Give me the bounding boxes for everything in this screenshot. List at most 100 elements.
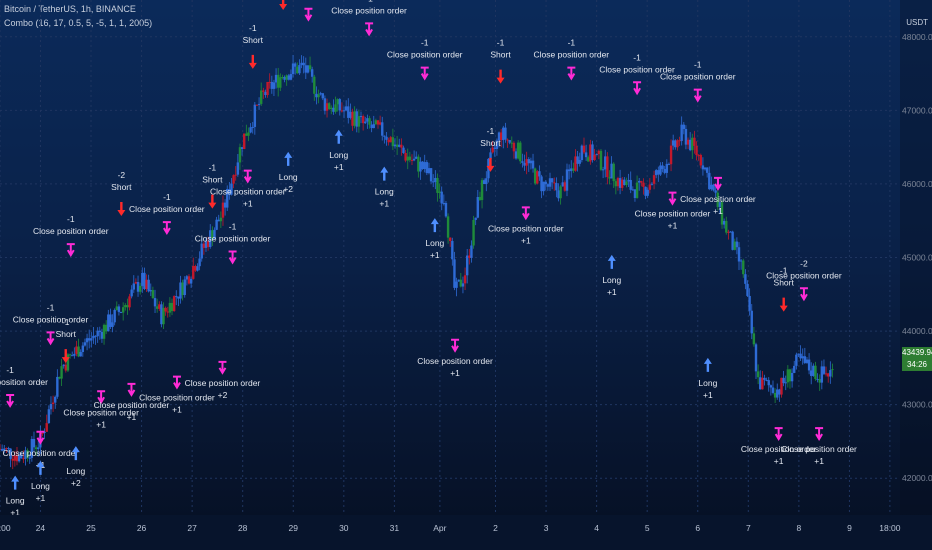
- candle-body: [71, 355, 74, 357]
- candle-body: [376, 120, 380, 125]
- indicator-legend[interactable]: Combo (16, 17, 0.5, 5, -5, 1, 1, 2005): [4, 18, 153, 28]
- trade-label: Close position order: [63, 407, 139, 417]
- candle-body: [799, 353, 802, 359]
- candle-body: [638, 180, 641, 183]
- trade-qty-label: +1: [450, 368, 460, 378]
- candle-body: [0, 448, 4, 451]
- short-arrow-icon: [61, 349, 70, 364]
- trade-qty-label: +1: [703, 390, 713, 400]
- close-position-icon: [451, 338, 460, 353]
- trade-label: Long: [375, 187, 394, 197]
- trade-qty-label: +1: [668, 221, 678, 231]
- candle-body: [731, 231, 734, 250]
- candle-body: [822, 366, 826, 374]
- candle-body: [786, 369, 790, 383]
- candle-body: [512, 142, 516, 152]
- candle-body: [66, 354, 70, 371]
- trade-qty-label: -1: [67, 214, 75, 224]
- candle-body: [272, 82, 276, 89]
- trade-qty-label: +1: [774, 456, 784, 466]
- candle-body: [667, 163, 671, 165]
- candle-body: [722, 220, 726, 225]
- x-tick-label: 2: [493, 523, 498, 533]
- trade-label: Short: [243, 35, 264, 45]
- trade-qty-label: -1: [487, 126, 495, 136]
- candle-body: [330, 107, 333, 109]
- x-tick-label: 8: [797, 523, 802, 533]
- candle-body: [771, 387, 775, 393]
- trade-qty-label: -1: [365, 0, 373, 3]
- candle-body: [523, 162, 526, 166]
- candle-body: [85, 338, 89, 343]
- close-position-icon: [365, 22, 374, 37]
- candle-body: [56, 376, 59, 397]
- candle-body: [640, 180, 643, 183]
- candle-body: [718, 202, 722, 207]
- short-arrow-icon: [248, 54, 257, 69]
- x-tick-label: 31: [390, 523, 400, 533]
- candle-body: [79, 352, 82, 357]
- candle-body: [221, 202, 225, 218]
- candle-body: [419, 161, 422, 172]
- candle-body: [733, 241, 736, 250]
- candle-body: [750, 310, 753, 334]
- candle-body: [378, 122, 382, 125]
- trade-label: Close position order: [741, 444, 817, 454]
- candle-body: [196, 266, 199, 271]
- time-axis[interactable]: 26:00 24 25 26 27 28 29 30 31 Apr 2 3 4 5 6 7 8 9 18:00: [0, 515, 932, 550]
- candle-body: [631, 189, 635, 191]
- last-price-badge: 43439.94 34:26: [902, 347, 932, 371]
- trade-qty-label: -1: [497, 38, 505, 48]
- trade-qty-label: -2: [118, 170, 126, 180]
- candle-body: [544, 181, 547, 185]
- candle-body: [344, 106, 348, 111]
- trade-qty-label: +1: [430, 250, 440, 260]
- trade-qty-label: +1: [379, 199, 389, 209]
- candle-body: [96, 330, 99, 337]
- candle-body: [102, 324, 106, 339]
- candle-body: [618, 178, 622, 188]
- candle-body: [788, 369, 792, 382]
- candle-body: [827, 373, 830, 377]
- candle-body: [584, 152, 588, 158]
- candle-body: [300, 62, 303, 66]
- candle-body: [153, 298, 157, 307]
- chart-symbol-title[interactable]: Bitcoin / TetherUS, 1h, BINANCE: [4, 4, 136, 14]
- candle-body: [727, 231, 730, 233]
- candle-body: [442, 202, 446, 204]
- candle-body: [119, 311, 123, 313]
- candle-body: [567, 169, 571, 172]
- candle-body: [149, 290, 152, 292]
- candle-body: [187, 276, 191, 284]
- candle-body: [121, 307, 125, 313]
- price-axis[interactable]: 42000.00 43000.00 44000.00 45000.00 46000.00…: [900, 0, 932, 515]
- close-position-icon: [6, 393, 15, 408]
- candle-body: [51, 402, 55, 405]
- close-position-icon: [815, 427, 824, 442]
- candle-body: [349, 111, 352, 118]
- long-arrow-icon: [284, 151, 293, 166]
- candle-body: [340, 110, 344, 112]
- candle-body: [591, 144, 594, 161]
- candle-body: [113, 309, 116, 323]
- close-position-icon: [799, 287, 808, 302]
- candle-body: [128, 296, 131, 308]
- candle-body: [283, 77, 286, 80]
- candle-body: [24, 450, 27, 459]
- trade-label: Close position order: [0, 377, 48, 387]
- trade-label: Long: [6, 496, 25, 506]
- candle-body: [317, 94, 320, 98]
- candle-body: [351, 111, 354, 126]
- candle-body: [814, 365, 817, 379]
- candle-body: [576, 156, 579, 164]
- candle-body: [234, 174, 237, 176]
- trade-qty-label: -1: [249, 23, 257, 33]
- candle-body: [682, 124, 685, 129]
- candle-body: [574, 156, 577, 171]
- candle-body: [181, 282, 184, 296]
- trade-qty-label: +2: [218, 390, 228, 400]
- candle-countdown: 34:26: [906, 360, 928, 369]
- candle-body: [557, 190, 560, 199]
- candle-body: [538, 171, 541, 177]
